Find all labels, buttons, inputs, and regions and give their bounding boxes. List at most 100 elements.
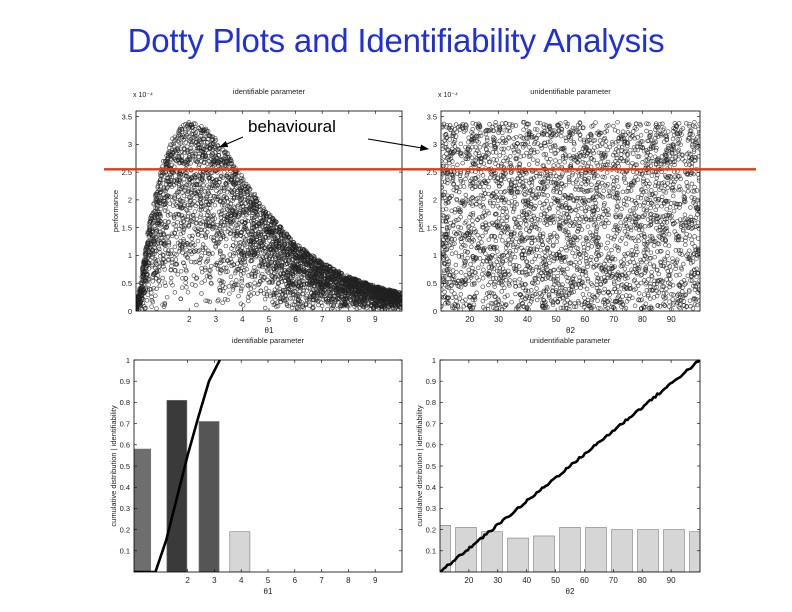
data-point <box>197 190 202 195</box>
data-point <box>314 288 320 294</box>
data-point <box>200 219 205 225</box>
data-point <box>162 280 168 285</box>
data-point <box>183 140 188 145</box>
data-point <box>218 185 223 190</box>
data-point <box>141 303 147 309</box>
data-point <box>261 275 266 280</box>
data-point <box>303 301 309 306</box>
data-point <box>197 145 202 151</box>
data-point <box>156 278 162 283</box>
data-point <box>175 272 180 277</box>
data-point <box>497 153 502 158</box>
data-point <box>597 138 603 143</box>
data-point <box>568 163 574 169</box>
data-point <box>691 149 697 154</box>
data-point <box>136 293 141 298</box>
data-point <box>262 296 268 302</box>
data-point <box>273 252 278 257</box>
data-point <box>192 133 198 139</box>
data-point <box>157 250 162 255</box>
data-point <box>356 286 362 291</box>
data-point <box>689 278 695 283</box>
data-point <box>221 186 227 191</box>
data-point <box>159 195 165 200</box>
data-point <box>666 143 671 149</box>
data-point <box>254 204 259 210</box>
data-point <box>319 303 325 309</box>
data-point <box>231 204 237 209</box>
data-point <box>173 227 179 233</box>
data-point <box>692 189 697 194</box>
data-point <box>173 262 178 267</box>
data-point <box>180 185 186 190</box>
data-point <box>183 162 189 167</box>
data-point <box>296 307 301 311</box>
data-point <box>164 224 169 230</box>
data-point <box>195 232 201 237</box>
data-point <box>478 204 483 209</box>
data-point <box>327 264 332 270</box>
data-point <box>271 302 277 308</box>
data-point <box>204 145 210 150</box>
data-point <box>310 292 316 298</box>
data-point <box>560 305 566 311</box>
data-point <box>235 282 241 288</box>
data-point <box>509 299 514 305</box>
data-point <box>536 265 542 271</box>
data-point <box>507 278 513 283</box>
data-point <box>168 156 173 162</box>
data-point <box>259 240 265 245</box>
data-point <box>278 299 284 305</box>
data-point <box>151 272 157 278</box>
data-point <box>298 246 303 252</box>
data-point <box>215 263 220 268</box>
data-point <box>183 134 189 140</box>
x-tick-label: 4 <box>240 315 245 324</box>
data-point <box>221 254 227 259</box>
data-point <box>207 224 212 229</box>
data-point <box>182 225 187 231</box>
data-point <box>191 273 197 278</box>
data-point <box>213 138 219 143</box>
data-point <box>277 255 282 261</box>
data-point <box>314 290 319 295</box>
data-point <box>232 270 238 276</box>
data-point <box>342 302 348 307</box>
data-point <box>390 305 396 311</box>
data-point <box>248 200 254 205</box>
data-point <box>249 215 255 221</box>
data-point <box>177 197 183 202</box>
data-point <box>172 251 177 257</box>
data-point <box>312 279 318 284</box>
data-point <box>521 153 527 159</box>
data-point <box>171 143 177 149</box>
data-point <box>155 183 161 189</box>
data-point <box>196 192 202 197</box>
data-point <box>237 209 243 214</box>
data-point <box>179 285 185 290</box>
data-point <box>340 287 345 293</box>
data-point <box>260 208 266 214</box>
data-point <box>632 277 638 282</box>
data-point <box>593 120 598 125</box>
data-point <box>169 259 175 265</box>
data-point <box>162 208 168 213</box>
data-point <box>600 220 606 225</box>
data-point <box>189 131 194 137</box>
data-point <box>307 303 312 308</box>
data-point <box>331 272 336 277</box>
data-point <box>245 294 251 300</box>
data-point <box>378 291 384 296</box>
data-point <box>470 266 475 271</box>
data-point <box>200 242 206 247</box>
data-point <box>263 254 268 259</box>
data-point <box>653 127 658 132</box>
data-point <box>670 221 676 226</box>
data-point <box>572 254 578 259</box>
data-point <box>248 246 253 251</box>
data-point <box>185 255 191 261</box>
data-point <box>263 286 269 291</box>
data-point <box>609 304 614 310</box>
data-point <box>566 179 572 185</box>
data-point <box>151 285 156 291</box>
